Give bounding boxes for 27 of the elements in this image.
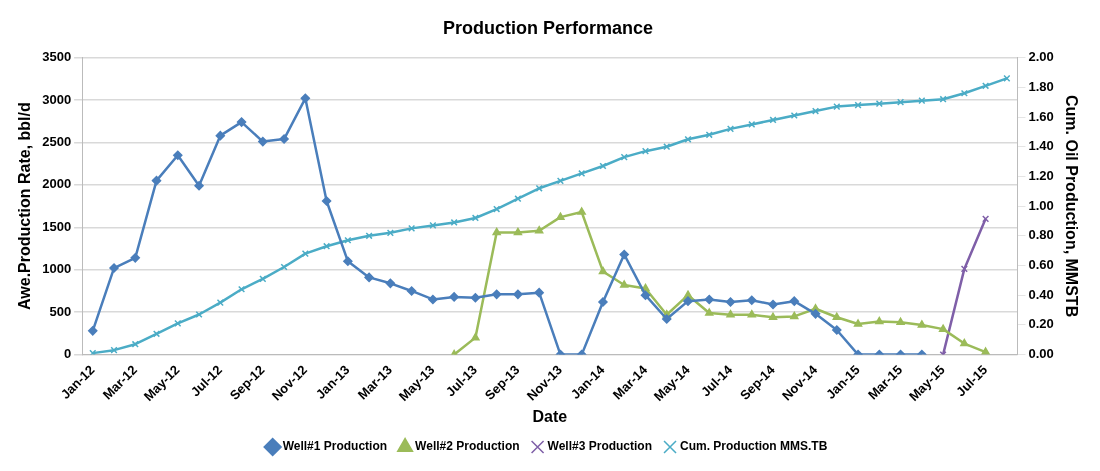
y2-tick-label: 1.40: [1028, 138, 1054, 154]
y2-tick-label: 1.20: [1028, 167, 1054, 183]
y-tick-label: 1500: [42, 218, 72, 234]
y-tick-label: 2000: [42, 176, 72, 192]
y2-tick-label: 0.80: [1028, 227, 1054, 243]
legend-label: Well#3 Production: [547, 439, 653, 454]
y2-tick-label: 0.00: [1028, 346, 1054, 362]
y2-tick-label: 1.80: [1028, 78, 1054, 94]
y-tick-label: 0: [63, 346, 72, 362]
y-axis-title: Awe.Production Rate, bbl/d: [16, 102, 34, 310]
legend-label: Well#1 Production: [282, 439, 388, 454]
y2-tick-label: 1.60: [1028, 108, 1054, 124]
legend-label: Well#2 Production: [415, 439, 520, 454]
x-axis-title: Date: [532, 407, 568, 425]
y2-tick-label: 2.00: [1028, 49, 1054, 65]
y-tick-label: 500: [49, 303, 72, 319]
y2-tick-label: 1.00: [1028, 197, 1054, 213]
chart-title: Production Performance: [442, 17, 654, 38]
y2-tick-label: 0.60: [1028, 257, 1054, 273]
y-tick-label: 2500: [42, 134, 72, 150]
legend-label: Cum. Production MMS.TB: [680, 439, 828, 454]
y2-tick-label: 0.40: [1028, 286, 1054, 302]
y-tick-label: 3500: [42, 49, 72, 65]
y-tick-label: 3000: [42, 91, 72, 107]
y-tick-label: 1000: [42, 261, 72, 277]
y2-axis-title: Cum. Oil Production, MMSTB: [1062, 94, 1080, 318]
y2-tick-label: 0.20: [1028, 316, 1054, 332]
